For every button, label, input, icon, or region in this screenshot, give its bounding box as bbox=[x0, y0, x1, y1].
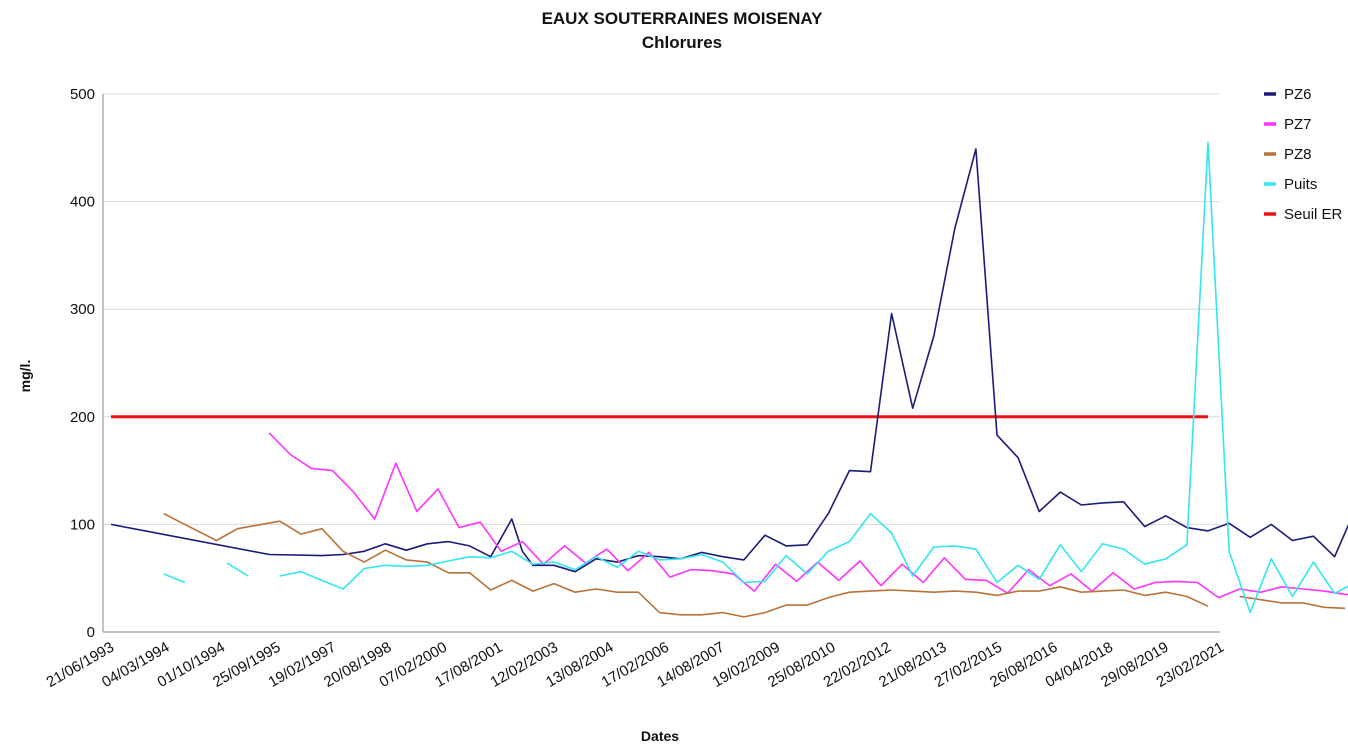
x-axis-label: Dates bbox=[641, 728, 679, 744]
series-line-puits bbox=[163, 141, 1348, 614]
y-tick-label: 0 bbox=[87, 624, 95, 641]
x-tick-labels: 21/06/199304/03/199401/10/199425/09/1995… bbox=[43, 639, 1227, 691]
y-tick-label: 200 bbox=[70, 409, 95, 426]
legend: PZ6 PZ7 PZ8 Puits Seuil ER bbox=[1264, 86, 1343, 223]
legend-label: Puits bbox=[1284, 176, 1317, 193]
chart-subtitle: Chlorures bbox=[642, 33, 722, 52]
legend-label: Seuil ER bbox=[1284, 206, 1343, 223]
chart-title: EAUX SOUTERRAINES MOISENAY bbox=[542, 9, 824, 28]
grid-layer bbox=[102, 93, 1220, 633]
y-axis-label: mg/l. bbox=[17, 360, 33, 393]
y-tick-label: 500 bbox=[70, 86, 95, 103]
legend-label: PZ7 bbox=[1284, 116, 1312, 133]
y-tick-label: 300 bbox=[70, 301, 95, 318]
y-tick-labels: 0 100 200 300 400 500 bbox=[70, 86, 95, 641]
series-line-pz8 bbox=[163, 512, 1346, 618]
y-tick-label: 100 bbox=[70, 516, 95, 533]
series-line-pz6 bbox=[110, 148, 1348, 573]
y-tick-label: 400 bbox=[70, 194, 95, 211]
legend-label: PZ6 bbox=[1284, 86, 1312, 103]
legend-label: PZ8 bbox=[1284, 146, 1312, 163]
series-layer bbox=[110, 141, 1348, 618]
